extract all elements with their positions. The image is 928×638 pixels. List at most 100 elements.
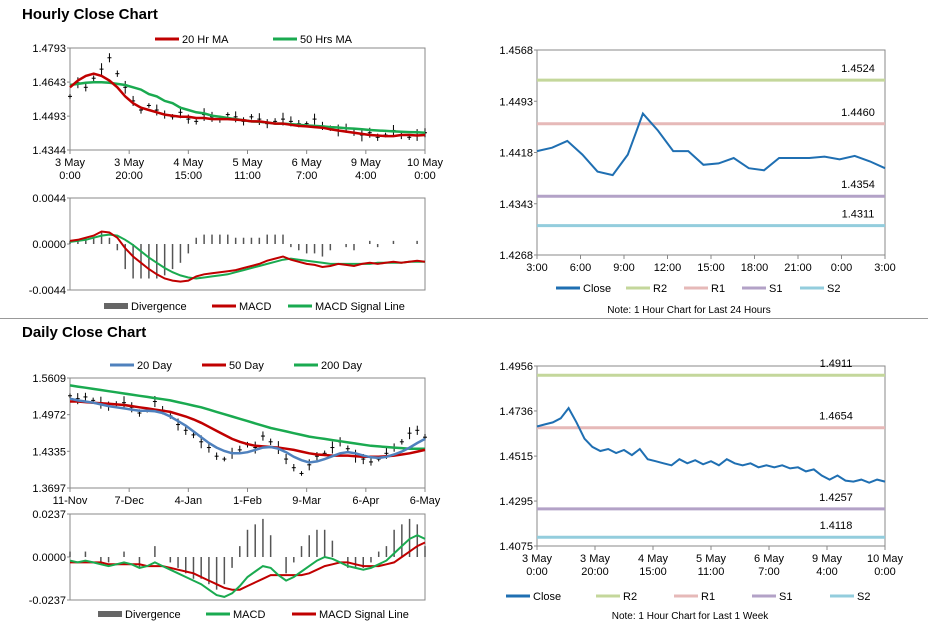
- hourly-ma50-line: [69, 81, 426, 134]
- hourly-price-xtick-label: 20:00: [115, 170, 143, 182]
- hourly-macd-line: [69, 230, 426, 283]
- daily-macd-ytick-label: -0.0237: [29, 595, 66, 607]
- daily-close-legend-label: R1: [701, 591, 715, 603]
- hourly-macd-legend-label: MACD: [239, 301, 271, 313]
- daily-close-xtick-label: 0:00: [526, 566, 547, 578]
- daily-close-xtick-label: 20:00: [581, 566, 609, 578]
- hourly-price-xtick-label: 5 May: [233, 157, 263, 169]
- daily-price-xtick-label: 1-Feb: [233, 495, 262, 507]
- hourly-level-label-S1: 1.4354: [841, 179, 875, 191]
- hourly-price-xtick-label: 7:00: [296, 170, 317, 182]
- hourly-macd-ytick-label: -0.0044: [29, 285, 66, 297]
- hourly-macd-legend-label: MACD Signal Line: [315, 301, 405, 313]
- hourly-price-xtick-label: 0:00: [414, 170, 435, 182]
- hourly-close-xtick-label: 9:00: [613, 262, 634, 274]
- hourly-close-xtick-label: 3:00: [874, 262, 895, 274]
- hourly-close-xtick-label: 21:00: [784, 262, 812, 274]
- daily-price-xtick-label: 6-May: [410, 495, 441, 507]
- daily-ma200-line: [69, 384, 425, 450]
- daily-price-legend-label: 200 Day: [321, 360, 362, 372]
- hourly-close-legend-label: R2: [653, 283, 667, 295]
- daily-close-ytick-label: 1.4956: [499, 361, 533, 373]
- daily-price-xtick-label: 11-Nov: [53, 495, 88, 507]
- hourly-close-note: Note: 1 Hour Chart for Last 24 Hours: [607, 305, 770, 316]
- hourly-level-label-R2: 1.4524: [841, 63, 875, 75]
- hourly-price-xtick-label: 3 May: [55, 157, 85, 169]
- hourly-close-xtick-label: 18:00: [741, 262, 769, 274]
- hourly-price-xtick-label: 9 May: [351, 157, 381, 169]
- daily-close-ytick-label: 1.4736: [499, 406, 533, 418]
- daily-ma20-line: [69, 397, 426, 464]
- daily-close-legend-label: S2: [857, 591, 870, 603]
- hourly-close-xtick-label: 6:00: [570, 262, 591, 274]
- hourly-price-ytick-label: 1.4344: [32, 145, 66, 157]
- daily-close-legend-label: R2: [623, 591, 637, 603]
- hourly-close-xtick-label: 3:00: [526, 262, 547, 274]
- daily-ma50-line: [70, 400, 426, 459]
- hourly-close-ytick-label: 1.4493: [499, 96, 533, 108]
- daily-close-xtick-label: 9 May: [812, 553, 842, 565]
- hourly-close-line: [536, 111, 886, 177]
- daily-close-ytick-label: 1.4515: [499, 451, 533, 463]
- daily-price-ytick-label: 1.3697: [32, 483, 66, 495]
- hourly-price-xtick-label: 4:00: [355, 170, 376, 182]
- hourly-macd-signal-line: [69, 233, 425, 280]
- hourly-price-xtick-label: 6 May: [292, 157, 322, 169]
- section-divider: [0, 318, 928, 319]
- daily-macd-legend-label: MACD: [233, 609, 265, 621]
- daily-section-title: Daily Close Chart: [22, 324, 147, 341]
- hourly-close-legend-label: S2: [827, 283, 840, 295]
- hourly-close-legend-label: S1: [769, 283, 782, 295]
- daily-price-ytick-label: 1.5609: [32, 373, 66, 385]
- daily-macd-legend-label: Divergence: [125, 609, 181, 621]
- hourly-ma20-line: [69, 72, 426, 138]
- hourly-price-xtick-label: 11:00: [234, 170, 261, 182]
- daily-close-xtick-label: 10 May: [867, 553, 904, 565]
- hourly-close-ytick-label: 1.4418: [499, 148, 533, 160]
- hourly-close-legend-label: R1: [711, 283, 725, 295]
- daily-close-xtick-label: 5 May: [696, 553, 726, 565]
- daily-close-xtick-label: 3 May: [580, 553, 610, 565]
- daily-macd-ytick-label: 0.0000: [32, 552, 66, 564]
- daily-close-xtick-label: 0:00: [874, 566, 895, 578]
- hourly-section-title: Hourly Close Chart: [22, 6, 158, 23]
- daily-macd-legend-label: MACD Signal Line: [319, 609, 409, 621]
- daily-price-xtick-label: 6-Apr: [352, 495, 379, 507]
- hourly-close-xtick-label: 0:00: [831, 262, 852, 274]
- daily-close-xtick-label: 15:00: [639, 566, 667, 578]
- hourly-close-xtick-label: 12:00: [654, 262, 682, 274]
- hourly-price-xtick-label: 0:00: [59, 170, 80, 182]
- hourly-price-legend-label: 20 Hr MA: [182, 34, 229, 46]
- daily-price-legend-label: 50 Day: [229, 360, 264, 372]
- daily-price-xtick-label: 7-Dec: [114, 495, 144, 507]
- daily-close-ytick-label: 1.4295: [499, 496, 533, 508]
- hourly-price-xtick-label: 3 May: [114, 157, 144, 169]
- daily-close-xtick-label: 7:00: [758, 566, 779, 578]
- hourly-price-xtick-label: 15:00: [175, 170, 203, 182]
- hourly-price-legend-label: 50 Hrs MA: [300, 34, 353, 46]
- daily-macd-line: [69, 534, 426, 598]
- hourly-macd-ytick-label: 0.0044: [32, 193, 66, 205]
- hourly-price-xtick-label: 10 May: [407, 157, 444, 169]
- daily-close-line: [536, 406, 886, 484]
- daily-price-xtick-label: 9-Mar: [292, 495, 321, 507]
- daily-close-xtick-label: 4:00: [816, 566, 837, 578]
- daily-price-xtick-label: 4-Jan: [175, 495, 203, 507]
- daily-price-ytick-label: 1.4972: [32, 410, 66, 422]
- daily-price-legend-label: 20 Day: [137, 360, 172, 372]
- daily-close-legend-label: Close: [533, 591, 561, 603]
- daily-close-ytick-label: 1.4075: [499, 541, 533, 553]
- daily-close-legend-label: S1: [779, 591, 792, 603]
- daily-macd-ytick-label: 0.0237: [32, 509, 66, 521]
- daily-close-note: Note: 1 Hour Chart for Last 1 Week: [612, 611, 770, 622]
- hourly-macd-ytick-label: 0.0000: [32, 239, 66, 251]
- hourly-close-ytick-label: 1.4343: [499, 199, 533, 211]
- hourly-level-label-S2: 1.4311: [842, 209, 875, 221]
- hourly-close-ytick-label: 1.4268: [499, 250, 533, 262]
- hourly-level-label-R1: 1.4460: [841, 107, 875, 119]
- hourly-macd-legend-label: Divergence: [131, 301, 187, 313]
- daily-close-xtick-label: 11:00: [698, 566, 725, 578]
- hourly-price-ytick-label: 1.4793: [32, 43, 66, 55]
- daily-close-xtick-label: 4 May: [638, 553, 668, 565]
